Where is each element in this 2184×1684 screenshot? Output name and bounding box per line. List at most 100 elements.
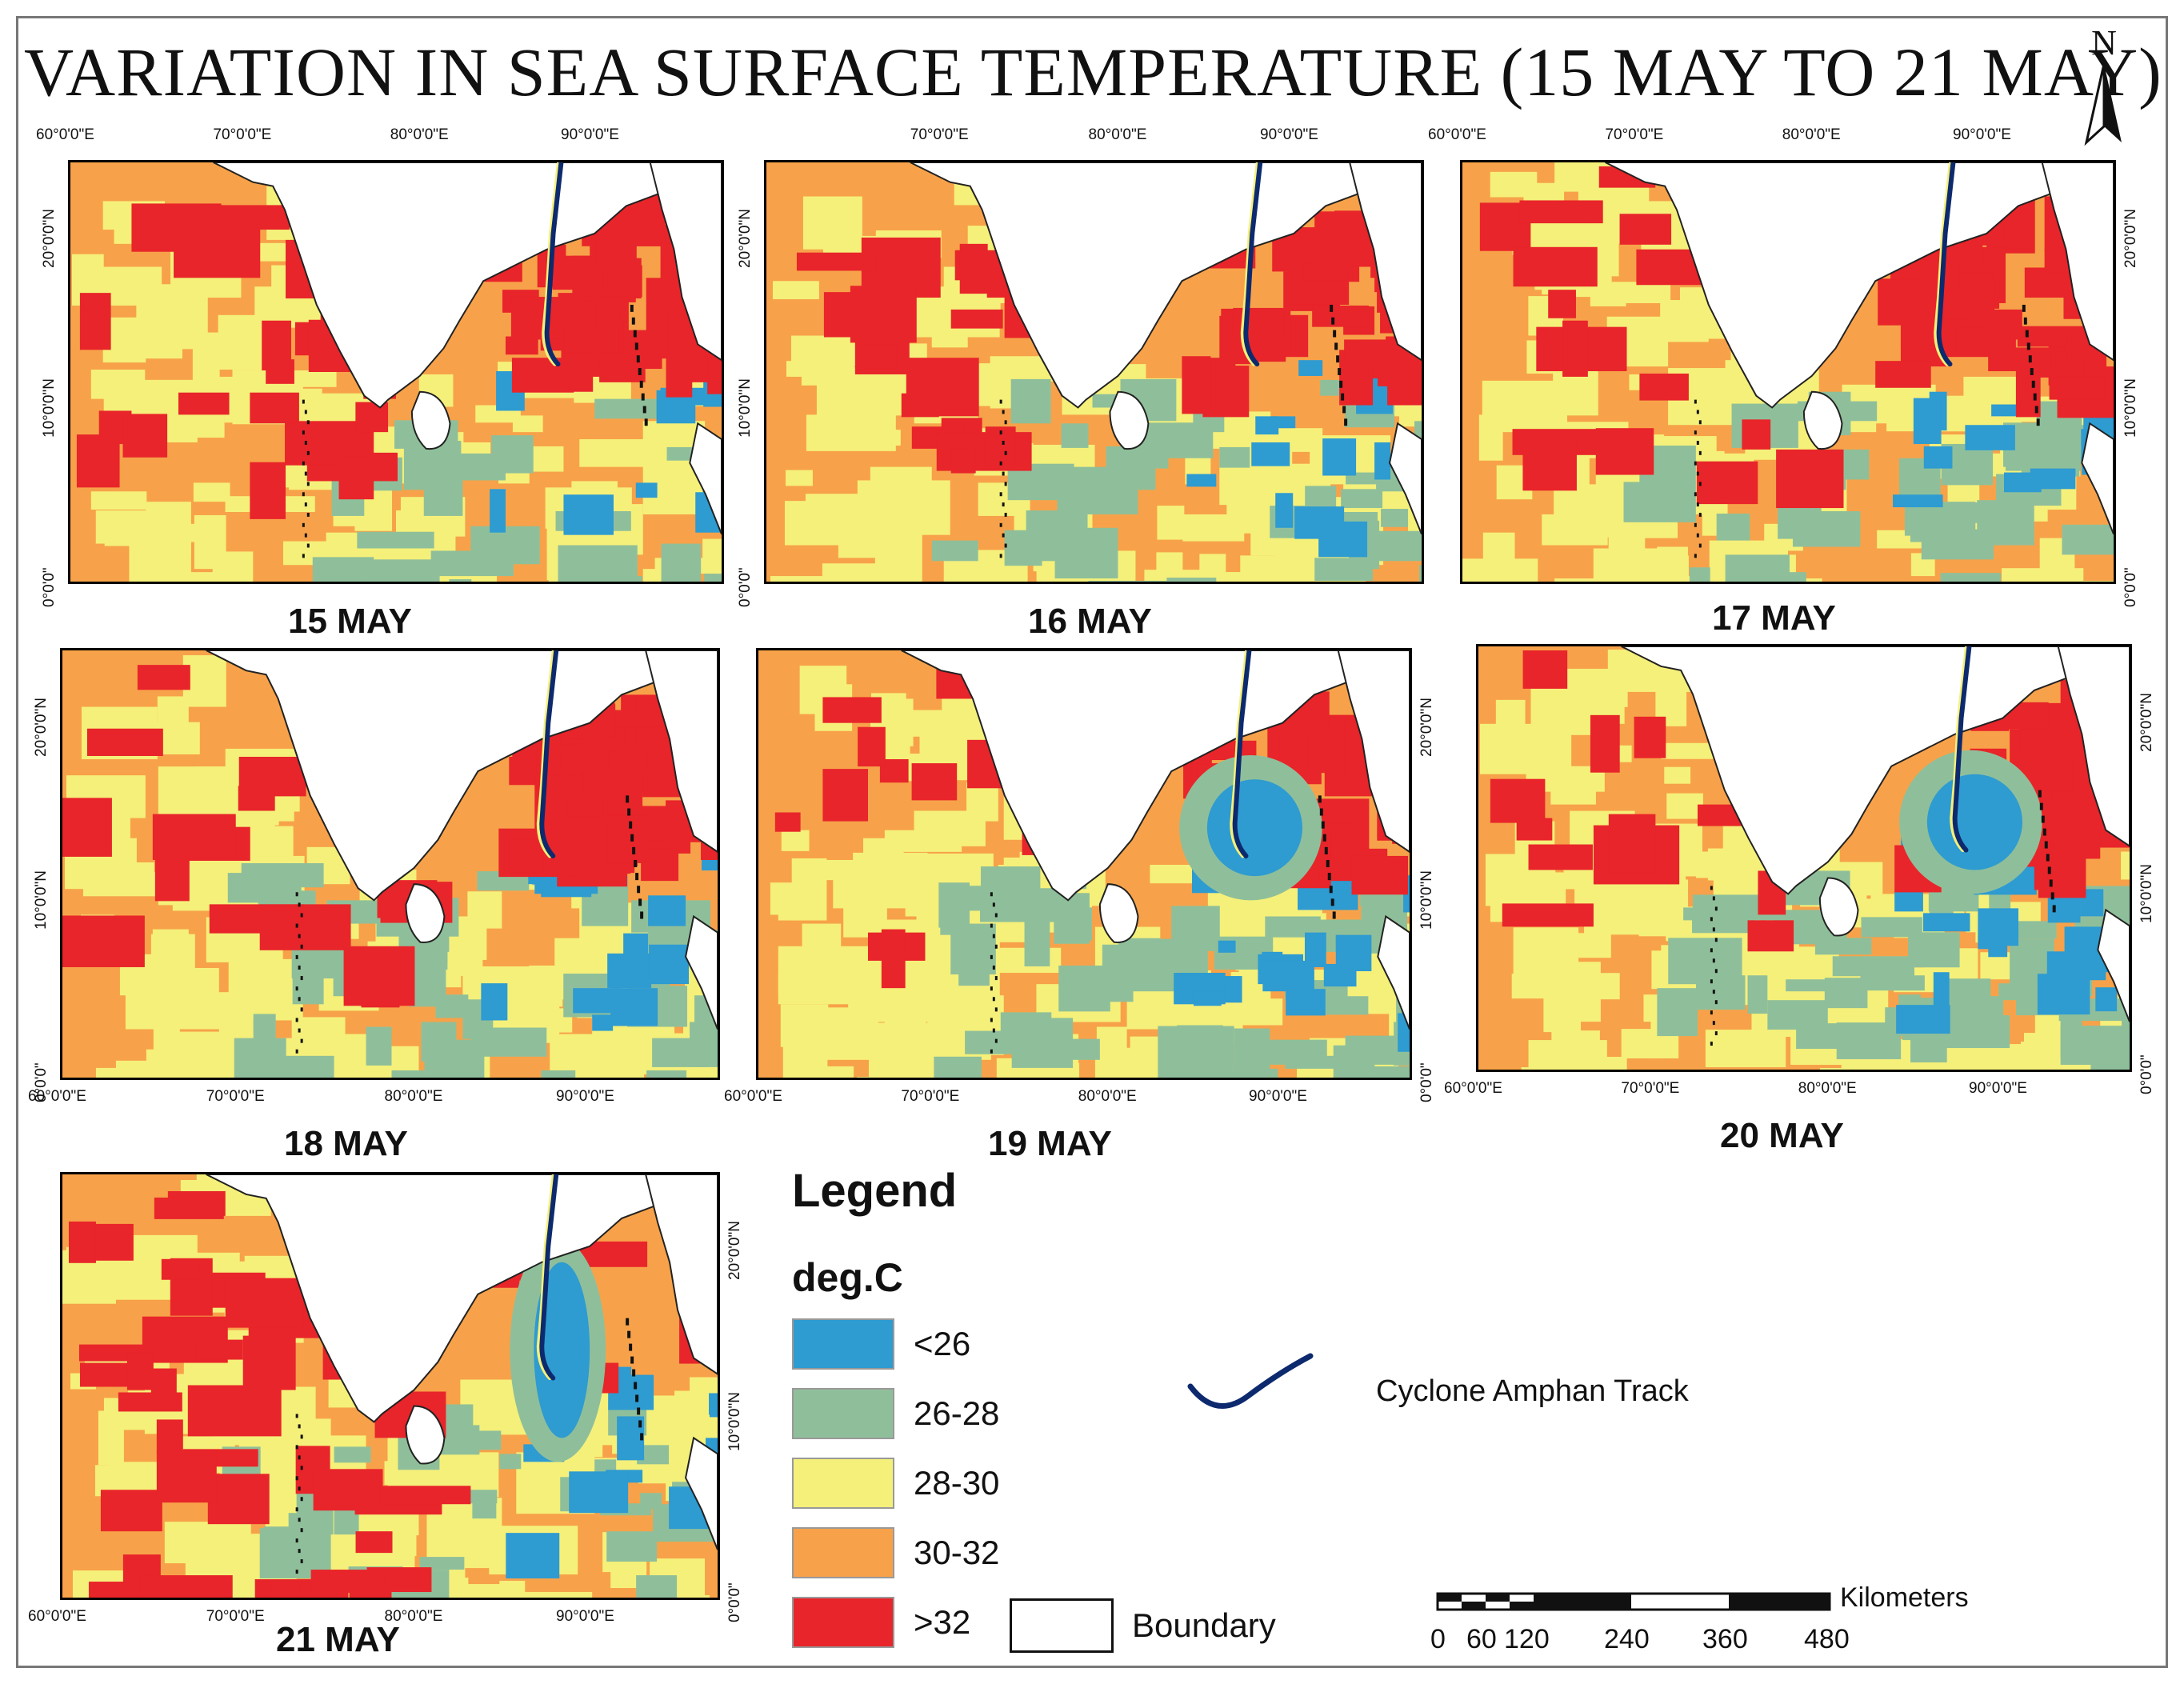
maldives-island — [1710, 1042, 1713, 1046]
myanmar-landmass — [1337, 650, 1410, 854]
legend-class-label: 28-30 — [914, 1464, 1000, 1502]
scale-bar — [1436, 1592, 1831, 1611]
andaman-island — [1318, 795, 1322, 803]
cooling-core — [534, 1262, 590, 1438]
sst-cell — [90, 370, 146, 399]
maldives-island — [295, 892, 298, 897]
x-tick-label: 60°0'0"E — [1428, 126, 1486, 143]
malay-peninsula — [1389, 422, 1422, 535]
sst-cell — [1513, 246, 1598, 287]
maldives-island — [1002, 471, 1005, 476]
sst-cell — [1061, 423, 1089, 448]
sst-cell — [499, 1454, 522, 1470]
sst-cell — [1742, 419, 1771, 450]
cyclone-amphan-track — [1952, 646, 1972, 853]
maldives-island — [298, 1549, 301, 1554]
sst-cell — [806, 414, 896, 451]
malay-peninsula — [685, 1436, 718, 1550]
sst-cell — [884, 830, 962, 852]
sst-cell — [195, 336, 264, 370]
panel-date-label: 16 MAY — [1028, 602, 1152, 641]
cyclone-track-highlight — [542, 162, 561, 366]
sst-cell — [1776, 449, 1844, 509]
maldives-island — [300, 1559, 303, 1564]
sst-cell — [1177, 1025, 1223, 1074]
sst-cell — [1923, 446, 1953, 469]
sri-lanka — [1802, 390, 1843, 450]
sst-cell — [1792, 511, 1861, 547]
sst-cell — [1955, 326, 1990, 354]
sri-lanka — [1098, 883, 1139, 943]
maldives-island — [990, 892, 993, 897]
cyclone-track-label: Cyclone Amphan Track — [1376, 1374, 1689, 1408]
sst-cell — [338, 457, 374, 500]
x-tick-label: 90°0'0"E — [556, 1608, 614, 1625]
sst-cell — [1875, 361, 1931, 388]
y-tick-label: 0°0'0" — [737, 566, 754, 607]
maldives-island — [999, 522, 1002, 527]
maldives-island — [306, 450, 310, 455]
sst-cell — [770, 576, 847, 582]
sst-cell — [129, 522, 191, 582]
sst-cell — [1530, 691, 1594, 735]
sst-cell — [1153, 396, 1176, 419]
sst-cell — [1156, 552, 1183, 582]
sst-cell — [702, 857, 718, 871]
sst-cell — [1482, 532, 1515, 571]
maldives-island — [1710, 979, 1713, 984]
sst-cell — [505, 336, 538, 355]
legend-class-label: <26 — [914, 1325, 971, 1362]
page-title: VARIATION IN SEA SURFACE TEMPERATURE (15… — [24, 34, 2162, 110]
sst-cell — [1548, 290, 1576, 318]
x-tick-label: 80°0'0"E — [384, 1088, 443, 1105]
sst-cell — [1073, 976, 1107, 992]
maldives-island — [994, 976, 998, 981]
maldives-island — [1714, 938, 1718, 942]
maldives-island — [298, 934, 301, 938]
maldives-island — [1714, 1031, 1718, 1036]
maldives-island — [304, 410, 307, 414]
sst-cell — [62, 915, 145, 967]
andaman-island — [2025, 330, 2029, 338]
sst-cell — [1832, 956, 1914, 977]
maldives-island — [994, 944, 998, 949]
panel-date-label: 18 MAY — [284, 1124, 408, 1163]
andaman-island — [632, 1369, 636, 1377]
sri-lanka — [405, 1405, 446, 1465]
andaman-island — [2023, 317, 2027, 325]
andaman-island — [630, 1356, 634, 1364]
andaman-island — [1336, 355, 1340, 363]
sst-cell — [1657, 546, 1688, 582]
boundary-label: Boundary — [1132, 1606, 1276, 1644]
sst-cell — [911, 763, 958, 801]
sst-cell — [127, 862, 154, 891]
sst-cell — [1696, 461, 1758, 505]
sst-cell — [1893, 494, 1943, 508]
scale-tick-label: 240 — [1604, 1624, 1650, 1654]
north-label: N — [2091, 23, 2117, 62]
maldives-island — [1694, 554, 1697, 558]
maldives-island — [1710, 1010, 1713, 1015]
andaman-island — [2033, 393, 2037, 401]
maldives-island — [298, 1518, 301, 1522]
y-tick-label: 20°0'0"N — [2138, 693, 2155, 753]
maldives-island — [1694, 430, 1697, 435]
maldives-island — [1710, 886, 1713, 890]
x-tick-label: 80°0'0"E — [390, 126, 449, 143]
andaman-island — [634, 1382, 638, 1390]
maldives-island — [1004, 482, 1007, 486]
maldives-island — [1698, 512, 1702, 517]
sst-cell — [472, 1493, 497, 1519]
legend-title: Legend — [792, 1165, 958, 1217]
sst-cell — [1608, 814, 1656, 873]
sst-cell — [250, 462, 286, 519]
andaman-island — [642, 406, 646, 414]
sst-cell — [863, 345, 898, 369]
andaman-island — [637, 1407, 641, 1415]
andaman-island — [638, 368, 642, 375]
malay-peninsula — [685, 914, 718, 1030]
panel-date-label: 17 MAY — [1712, 598, 1836, 638]
x-tick-label: 60°0'0"E — [28, 1608, 86, 1625]
x-tick-label: 90°0'0"E — [1969, 1080, 2027, 1097]
maldives-island — [295, 1049, 298, 1054]
